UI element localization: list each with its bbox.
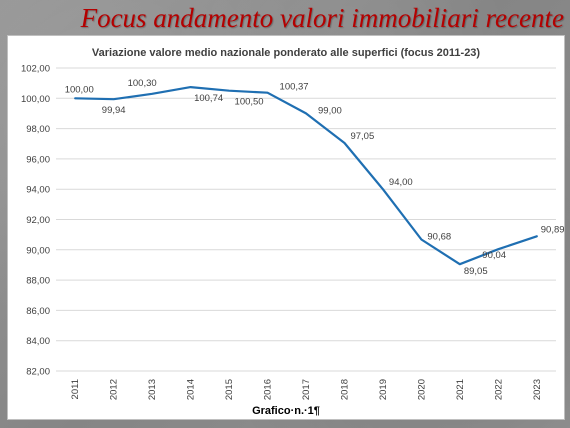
y-tick-label: 82,00: [26, 367, 50, 378]
y-tick-label: 96,00: [26, 154, 50, 165]
data-label: 100,30: [128, 78, 157, 89]
y-tick-label: 86,00: [26, 306, 50, 317]
y-tick-label: 92,00: [26, 215, 50, 226]
data-label: 90,68: [427, 231, 451, 242]
slide-title: Focus andamento valori immobiliari recen…: [80, 3, 564, 33]
x-tick-label: 2013: [147, 379, 158, 400]
x-tick-label: 2023: [532, 379, 543, 400]
x-tick-label: 2012: [109, 379, 120, 400]
y-tick-label: 84,00: [26, 336, 50, 347]
x-tick-label: 2016: [263, 379, 274, 400]
data-label: 90,04: [482, 250, 506, 261]
x-tick-label: 2021: [455, 379, 466, 400]
y-tick-label: 98,00: [26, 124, 50, 135]
x-tick-label: 2022: [493, 379, 504, 400]
chart-caption: Grafico·n.·1¶: [252, 405, 320, 417]
data-label: 100,74: [194, 93, 223, 104]
line-chart: Variazione valore medio nazionale ponder…: [21, 47, 564, 417]
x-tick-label: 2011: [70, 379, 81, 399]
x-tick-label: 2014: [186, 379, 197, 400]
y-tick-label: 102,00: [21, 64, 50, 75]
y-tick-label: 94,00: [26, 185, 50, 196]
data-label: 99,00: [318, 105, 342, 116]
data-label: 100,37: [280, 82, 309, 93]
data-label: 100,50: [235, 97, 264, 108]
y-axis-ticks: 82,00 84,00 86,00 88,00 90,00 92,00 94,00 96,00…: [21, 64, 50, 378]
y-tick-label: 100,00: [21, 94, 50, 105]
data-label: 99,94: [102, 105, 126, 116]
data-label: 100,00: [65, 84, 94, 95]
data-label: 97,05: [350, 131, 374, 142]
y-tick-label: 90,00: [26, 245, 50, 256]
x-tick-label: 2020: [416, 379, 427, 400]
chart-container: Variazione valore medio nazionale ponder…: [7, 35, 565, 420]
x-tick-label: 2018: [339, 379, 350, 400]
data-label: 94,00: [389, 177, 413, 188]
gridlines: [56, 67, 556, 372]
series-line: [74, 85, 538, 266]
data-labels: 100,00 99,94 100,30 100,74 100,50 100,37 99,00…: [65, 78, 564, 277]
x-tick-label: 2019: [378, 379, 389, 400]
x-tick-label: 2017: [301, 379, 312, 400]
chart-title: Variazione valore medio nazionale ponder…: [92, 47, 481, 59]
data-label: 89,05: [464, 266, 488, 277]
x-tick-label: 2015: [224, 379, 235, 400]
y-tick-label: 88,00: [26, 276, 50, 287]
data-label: 90,89: [541, 224, 564, 235]
x-axis-ticks: 2011 2012 2013 2014 2015 2016 2017 2018 2019 2020…: [70, 379, 543, 400]
series-polyline: [74, 85, 538, 266]
